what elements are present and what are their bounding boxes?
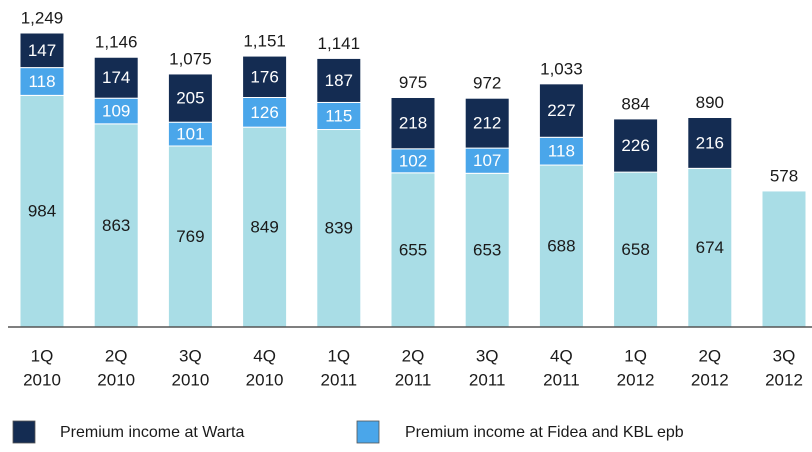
bar-segment xyxy=(242,126,288,328)
bar-segment xyxy=(538,136,584,166)
x-tick-label: 2Q xyxy=(698,346,721,365)
x-tick-label: 2010 xyxy=(171,370,209,389)
segment-label: 118 xyxy=(548,142,575,161)
segment-label: 205 xyxy=(176,89,204,108)
bar-segment xyxy=(93,123,139,328)
segment-label: 769 xyxy=(176,227,204,246)
total-label: 578 xyxy=(770,166,798,185)
segment-label: 226 xyxy=(621,136,649,155)
total-label: 1,141 xyxy=(318,34,361,53)
segment-label: 658 xyxy=(621,240,649,259)
segment-label: 126 xyxy=(250,103,278,122)
segment-label: 839 xyxy=(325,219,353,238)
segment-label: 674 xyxy=(696,238,724,257)
bar-segment xyxy=(93,56,139,99)
bar-segment xyxy=(19,67,65,96)
bar-segment xyxy=(613,118,659,173)
legend-label: Premium income at Fidea and KBL epb xyxy=(405,424,684,441)
segment-label: 655 xyxy=(399,240,427,259)
x-tick-label: 2011 xyxy=(395,370,432,389)
x-tick-label: 3Q xyxy=(773,346,796,365)
bar-segment xyxy=(242,55,288,98)
bar-segment xyxy=(464,172,510,328)
segment-label: 218 xyxy=(399,114,427,133)
bar-segment xyxy=(316,57,362,103)
x-tick-label: 2010 xyxy=(97,370,135,389)
total-label: 890 xyxy=(696,93,724,112)
total-label: 975 xyxy=(399,73,427,92)
segment-label: 176 xyxy=(250,67,278,86)
segment-label: 849 xyxy=(250,218,278,237)
bar-segment xyxy=(464,97,510,149)
x-tick-label: 2011 xyxy=(469,370,506,389)
segment-label: 118 xyxy=(28,72,55,91)
segment-label: 212 xyxy=(473,114,501,133)
segment-label: 101 xyxy=(176,125,204,144)
x-tick-label: 3Q xyxy=(476,346,499,365)
bar-segment xyxy=(19,94,65,328)
x-tick-label: 1Q xyxy=(327,346,350,365)
segment-label: 147 xyxy=(28,41,56,60)
bar-segment xyxy=(93,97,139,125)
total-label: 1,075 xyxy=(169,49,212,68)
bar-segment xyxy=(316,101,362,131)
bar-segment xyxy=(687,117,733,169)
x-tick-label: 2010 xyxy=(23,370,61,389)
segment-label: 115 xyxy=(325,106,352,125)
segment-label: 187 xyxy=(325,71,353,90)
segment-label: 107 xyxy=(473,151,501,170)
x-tick-label: 2010 xyxy=(246,370,284,389)
bar-segment xyxy=(538,83,584,138)
total-label: 1,249 xyxy=(21,8,64,27)
total-label: 884 xyxy=(621,94,649,113)
segment-label: 109 xyxy=(102,102,130,121)
x-tick-label: 2011 xyxy=(543,370,580,389)
bar-segment xyxy=(687,167,733,328)
total-label: 972 xyxy=(473,74,501,93)
x-tick-label: 3Q xyxy=(179,346,202,365)
x-tick-label: 1Q xyxy=(624,346,647,365)
bar-segment xyxy=(761,190,807,328)
segment-label: 174 xyxy=(102,68,130,87)
bar-segment xyxy=(613,171,659,328)
x-tick-label: 4Q xyxy=(253,346,276,365)
bar-segment xyxy=(464,147,510,174)
legend-label: Premium income at Warta xyxy=(60,424,244,441)
bar-segment xyxy=(390,148,436,174)
total-label: 1,033 xyxy=(540,59,583,78)
x-tick-label: 1Q xyxy=(31,346,54,365)
x-tick-label: 4Q xyxy=(550,346,573,365)
total-label: 1,151 xyxy=(243,32,286,51)
x-tick-label: 2011 xyxy=(321,370,358,389)
segment-label: 863 xyxy=(102,216,130,235)
x-tick-label: 2012 xyxy=(765,370,803,389)
x-tick-label: 2Q xyxy=(402,346,425,365)
segment-label: 216 xyxy=(696,133,724,152)
bar-segment xyxy=(390,172,436,328)
legend-swatch xyxy=(356,420,380,444)
x-tick-label: 2Q xyxy=(105,346,128,365)
legend-swatch xyxy=(12,420,36,444)
bar-segment xyxy=(390,96,436,150)
x-tick-label: 2012 xyxy=(617,370,655,389)
segment-label: 984 xyxy=(28,202,56,221)
segment-label: 688 xyxy=(547,237,575,256)
segment-label: 227 xyxy=(547,101,575,120)
segment-label: 102 xyxy=(399,151,427,170)
x-tick-label: 2012 xyxy=(691,370,729,389)
total-label: 1,146 xyxy=(95,33,138,52)
bar-segment xyxy=(19,32,65,69)
segment-label: 653 xyxy=(473,241,501,260)
bar-segment xyxy=(167,73,213,123)
bar-segment xyxy=(316,129,362,328)
